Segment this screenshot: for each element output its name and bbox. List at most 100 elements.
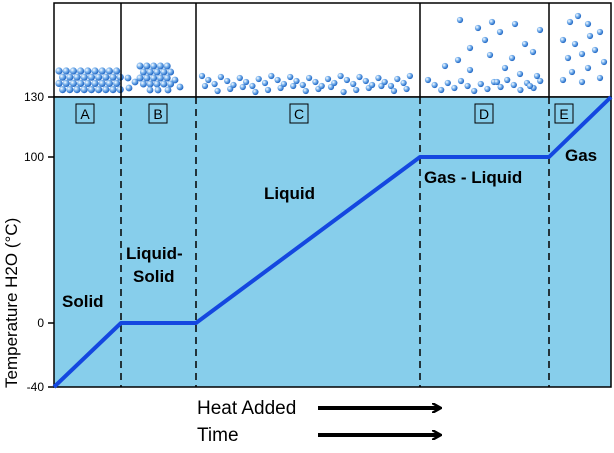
segment-labels: A B C D E [75, 103, 574, 124]
molecule-120 [457, 77, 465, 85]
molecule-162 [591, 46, 599, 54]
molecule-79 [261, 79, 269, 87]
molecule-67 [211, 80, 218, 88]
molecule-17 [116, 73, 124, 81]
molecule-24 [98, 79, 106, 87]
segment-box-b [148, 103, 168, 124]
molecule-25 [105, 79, 113, 87]
molecule-45 [167, 68, 175, 76]
molecule-99 [343, 76, 350, 84]
molecule-31 [87, 86, 95, 94]
molecule-145 [441, 62, 449, 70]
molecule-112 [400, 79, 407, 87]
molecule-11 [73, 73, 81, 81]
molecule-82 [274, 76, 281, 84]
molecule-91 [312, 78, 319, 86]
segment-box-c [289, 103, 309, 124]
molecule-110 [390, 87, 398, 95]
molecule-57 [131, 78, 139, 86]
molecule-155 [584, 20, 592, 28]
molecule-124 [484, 85, 491, 93]
molecule-151 [466, 66, 474, 74]
molecule-19 [62, 79, 70, 87]
molecule-163 [600, 58, 608, 66]
molecule-119 [451, 84, 458, 92]
molecule-39 [156, 62, 164, 70]
molecule-48 [150, 74, 158, 82]
molecule-47 [143, 74, 151, 82]
molecule-133 [456, 16, 464, 24]
molecule-153 [566, 18, 574, 26]
molecule-80 [264, 86, 272, 94]
molecule-46 [136, 74, 144, 82]
molecule-115 [424, 76, 432, 84]
molecule-150 [493, 78, 501, 86]
molecule-97 [337, 72, 344, 80]
molecule-29 [73, 86, 81, 94]
molecule-10 [66, 73, 74, 81]
molecule-87 [293, 77, 300, 85]
molecule-164 [568, 68, 576, 76]
molecule-106 [375, 74, 382, 82]
y-tick-label-0: 130 [24, 90, 44, 104]
molecule-66 [205, 76, 212, 84]
molecule-93 [318, 82, 325, 90]
molecule-72 [230, 81, 237, 89]
molecule-117 [438, 86, 445, 94]
molecule-15 [102, 73, 110, 81]
molecule-140 [466, 44, 474, 52]
molecule-141 [454, 56, 462, 64]
molecule-94 [324, 75, 332, 83]
molecule-96 [331, 79, 338, 87]
molecule-61 [146, 86, 154, 94]
molecule-88 [299, 81, 306, 89]
molecule-100 [350, 80, 357, 88]
phase-label-liquid-solid-top: Liquid- [126, 244, 183, 263]
molecule-127 [504, 76, 511, 84]
molecule-5 [91, 67, 99, 75]
y-tick-label-2: 0 [37, 316, 44, 330]
molecule-1 [62, 67, 70, 75]
y-axis-ticks: 130 100 0 -40 [24, 90, 54, 394]
molecule-81 [268, 72, 275, 80]
molecule-30 [80, 86, 88, 94]
molecule-168 [578, 78, 586, 86]
molecule-70 [224, 77, 231, 85]
molecule-22 [84, 79, 92, 87]
phase-label-gas: Gas [565, 146, 597, 165]
molecule-27 [59, 86, 67, 94]
molecule-0 [55, 67, 63, 75]
molecule-86 [290, 82, 297, 90]
molecule-166 [559, 76, 567, 84]
molecule-74 [239, 83, 246, 91]
molecule-49 [156, 74, 164, 82]
phase-label-liquid-solid-bottom: Solid [133, 267, 175, 286]
molecule-60 [164, 86, 172, 94]
y-tick-label-1: 100 [24, 150, 44, 164]
molecule-75 [243, 78, 250, 86]
molecule-152 [526, 82, 534, 90]
molecule-113 [403, 85, 410, 93]
plot-area [53, 96, 612, 388]
molecule-109 [387, 82, 395, 90]
molecule-62 [154, 86, 162, 94]
molecule-138 [521, 40, 529, 48]
molecule-98 [340, 88, 347, 96]
segment-box-e [554, 103, 574, 124]
molecule-108 [381, 78, 388, 86]
molecule-38 [150, 62, 158, 70]
segment-label-d: D [479, 106, 489, 122]
molecule-13 [87, 73, 95, 81]
molecule-129 [517, 86, 524, 94]
molecule-51 [139, 80, 147, 88]
molecule-55 [167, 80, 175, 88]
molecule-118 [444, 79, 451, 87]
y-tick-label-3: -40 [27, 380, 45, 394]
phase-label-solid: Solid [62, 292, 104, 311]
molecule-137 [511, 20, 519, 28]
molecule-159 [596, 28, 604, 36]
molecule-68 [214, 87, 221, 95]
molecule-78 [255, 75, 262, 83]
